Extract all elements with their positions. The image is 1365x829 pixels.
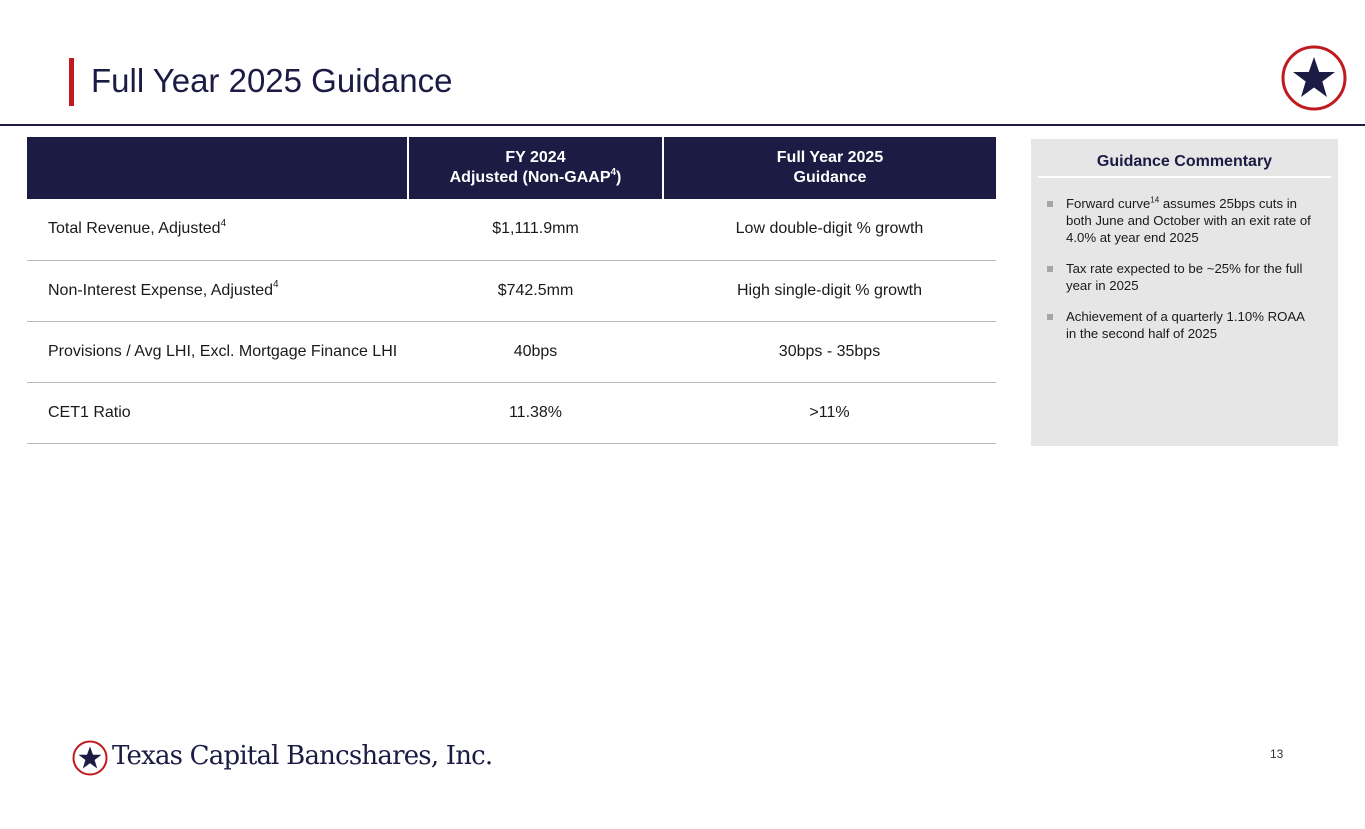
star-circle-icon [1281, 45, 1347, 111]
table-row: CET1 Ratio 11.38% >11% [27, 382, 996, 444]
title-accent-bar [69, 58, 74, 106]
header-cell-guidance: Full Year 2025 Guidance [662, 137, 996, 199]
header-guidance-line2: Guidance [793, 169, 867, 186]
commentary-divider [1038, 176, 1331, 178]
table-row: Total Revenue, Adjusted4 $1,111.9mm Low … [27, 199, 996, 261]
fy2024-value: 11.38% [408, 382, 663, 444]
metric-label: Total Revenue, Adjusted4 [27, 199, 408, 261]
header-fy2024-suffix: ) [616, 169, 622, 186]
table-row: Non-Interest Expense, Adjusted4 $742.5mm… [27, 260, 996, 322]
table-header-row: FY 2024 Adjusted (Non-GAAP4) Full Year 2… [27, 137, 996, 199]
header-fy2024-line2: Adjusted (Non-GAAP [449, 169, 611, 186]
guidance-value: >11% [663, 382, 996, 444]
square-bullet-icon [1047, 266, 1053, 272]
list-item: Forward curve14 assumes 25bps cuts in bo… [1047, 195, 1318, 246]
fy2024-value: 40bps [408, 321, 663, 383]
commentary-list: Forward curve14 assumes 25bps cuts in bo… [1031, 178, 1338, 342]
square-bullet-icon [1047, 201, 1053, 207]
header-guidance-line1: Full Year 2025 [776, 149, 884, 166]
header-fy2024-line1: FY 2024 [505, 149, 566, 166]
table-row: Provisions / Avg LHI, Excl. Mortgage Fin… [27, 321, 996, 383]
guidance-table: FY 2024 Adjusted (Non-GAAP4) Full Year 2… [27, 137, 996, 444]
page-number: 13 [1270, 747, 1284, 761]
list-item: Achievement of a quarterly 1.10% ROAA in… [1047, 308, 1318, 342]
guidance-value: Low double-digit % growth [663, 199, 996, 261]
header-cell-blank [27, 137, 408, 199]
footer-star-circle-icon [72, 740, 108, 776]
square-bullet-icon [1047, 314, 1053, 320]
page-title: Full Year 2025 Guidance [91, 62, 453, 99]
header-divider [0, 124, 1365, 126]
fy2024-value: $1,111.9mm [408, 199, 663, 261]
header-fy2024-footnote: 4 [610, 166, 617, 178]
guidance-commentary-panel: Guidance Commentary Forward curve14 assu… [1031, 139, 1338, 446]
metric-label: Provisions / Avg LHI, Excl. Mortgage Fin… [27, 321, 408, 383]
commentary-title: Guidance Commentary [1096, 153, 1273, 170]
metric-label: Non-Interest Expense, Adjusted4 [27, 260, 408, 322]
metric-label: CET1 Ratio [27, 382, 408, 444]
list-item: Tax rate expected to be ~25% for the ful… [1047, 260, 1318, 294]
guidance-value: 30bps - 35bps [663, 321, 996, 383]
guidance-value: High single-digit % growth [663, 260, 996, 322]
company-name: Texas Capital Bancshares, Inc. [112, 741, 493, 771]
header-cell-fy2024: FY 2024 Adjusted (Non-GAAP4) [407, 137, 663, 199]
fy2024-value: $742.5mm [408, 260, 663, 322]
